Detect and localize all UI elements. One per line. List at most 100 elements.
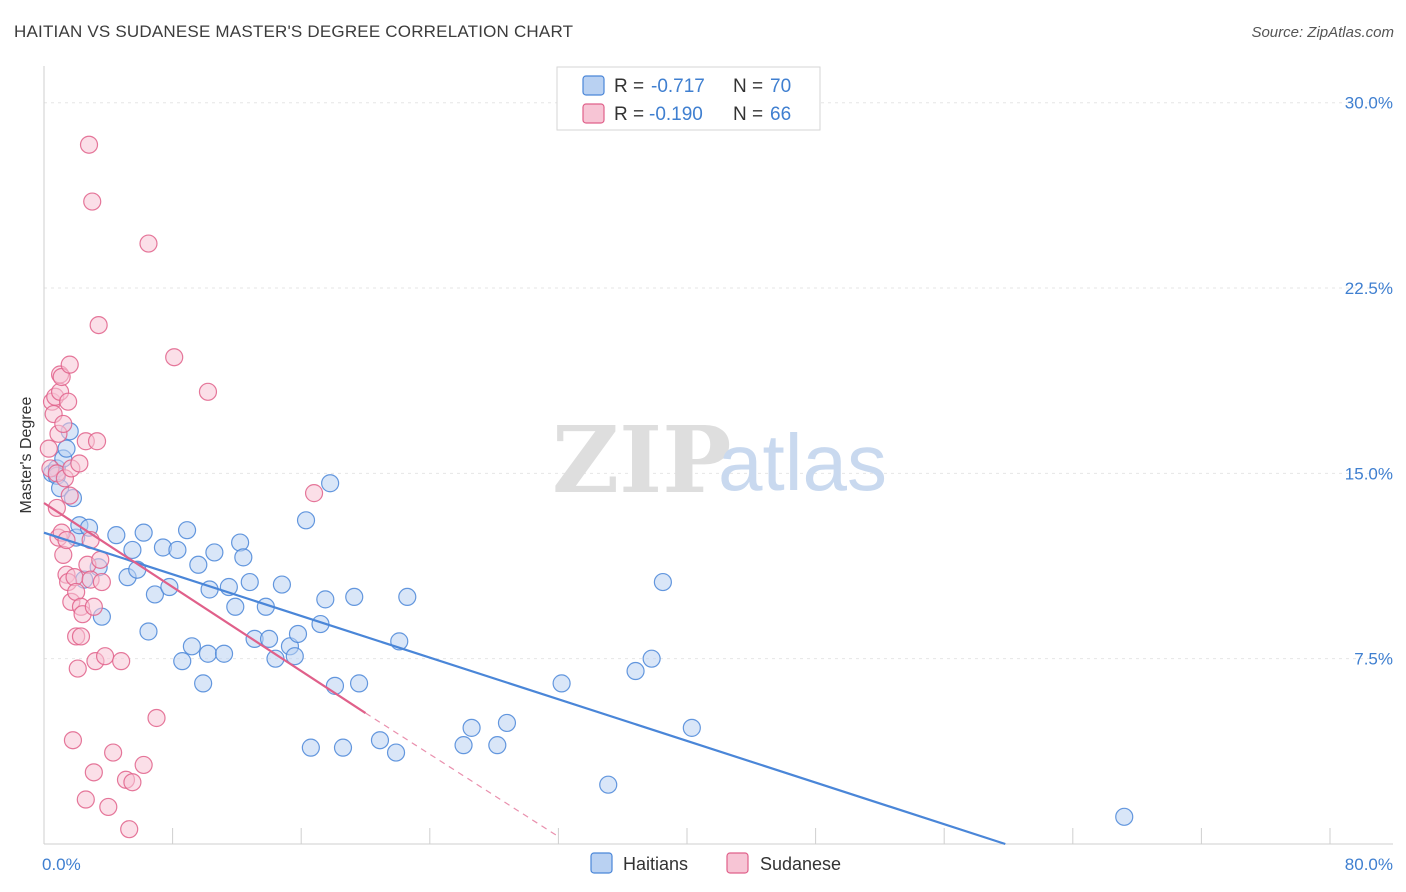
legend-haitians-label: Haitians [623,854,688,874]
series-sudanese [39,135,324,839]
haitians-point [231,533,250,552]
x-tick-label: 0.0% [42,855,81,874]
haitians-point [259,629,279,649]
watermark: ZIP atlas [552,406,887,514]
legend-sudanese-swatch [726,852,749,874]
haitians-r-label: R = [614,76,644,97]
sudanese-point [87,432,107,451]
sudanese-point [134,755,153,775]
haitians-point [198,644,218,663]
haitians-point [454,736,473,755]
haitians-trend-line [43,531,1006,846]
sudanese-point [123,773,142,792]
haitians-point [288,624,308,644]
sudanese-point [47,498,66,518]
haitians-point [139,622,158,641]
haitians-point [182,637,201,656]
stats-legend: R = -0.717 N = 70 R = -0.190 N = 66 [556,66,821,131]
sudanese-point [60,355,79,374]
sudanese-r-value: -0.190 [649,104,703,125]
haitians-point [462,718,481,737]
haitians-point [226,597,245,616]
haitians-point [333,738,353,757]
sudanese-point [39,439,58,458]
haitians-point [296,511,316,530]
sudanese-point [92,572,111,592]
haitians-point [1115,807,1134,826]
haitians-n-label: N = [733,76,763,97]
haitians-point [134,523,153,542]
sudanese-point [84,597,103,616]
haitians-swatch [582,75,605,96]
haitians-point [57,439,76,458]
haitians-point [107,526,126,545]
haitians-point [349,674,369,693]
y-tick-label: 7.5% [1354,650,1393,669]
y-tick-label: 22.5% [1345,279,1393,298]
legend-sudanese-label: Sudanese [760,854,841,874]
haitians-point [497,713,517,733]
haitians-point [173,652,192,671]
sudanese-swatch [582,103,605,124]
y-tick-label: 15.0% [1345,464,1393,483]
haitians-point [145,585,165,604]
haitians-point [316,590,335,609]
sudanese-point [63,731,83,750]
haitians-point [205,543,224,562]
sudanese-point [198,382,218,401]
haitians-point [653,572,672,592]
haitians-point [301,738,320,757]
sudanese-n-label: N = [733,104,763,125]
haitians-r-value: -0.717 [651,76,705,97]
haitians-point [177,521,197,540]
haitians-point [272,575,292,594]
haitians-point [345,587,364,607]
legend-haitians-swatch [590,852,613,874]
sudanese-point [95,647,115,666]
sudanese-point [112,652,131,671]
haitians-point [370,731,390,750]
source-credit: Source: ZipAtlas.com [1251,24,1394,41]
x-tick-labels: 0.0% 80.0% [42,855,1393,874]
sudanese-point [304,484,324,503]
sudanese-point [70,454,89,473]
haitians-point [194,674,213,693]
sudanese-point [83,192,102,211]
haitians-point [240,572,259,592]
sudanese-n-value: 66 [770,104,791,125]
sudanese-trend-extension [365,712,559,838]
sudanese-point [165,348,184,367]
series-legend: Haitians Sudanese [590,852,841,874]
sudanese-point [147,708,166,728]
sudanese-point [60,486,79,505]
x-tick-label: 80.0% [1345,855,1393,874]
sudanese-trend-line [43,502,367,714]
sudanese-point [59,392,78,411]
y-tick-label: 30.0% [1345,94,1393,113]
sudanese-point [120,820,139,839]
sudanese-point [68,659,87,678]
haitians-point [189,555,208,574]
watermark-zip: ZIP [552,406,731,514]
haitians-point [626,661,645,681]
haitians-point [488,736,507,755]
haitians-point [285,647,304,666]
haitians-point [123,540,142,560]
haitians-point [599,775,618,794]
trend-lines [43,502,1006,846]
sudanese-point [89,315,108,335]
haitians-point [398,587,417,607]
sudanese-point [99,797,118,817]
haitians-point [234,548,253,567]
sudanese-point [84,763,103,782]
haitians-point [168,540,187,560]
haitians-point [214,644,234,663]
sudanese-point [54,414,73,434]
y-tick-labels: 7.5% 15.0% 22.5% 30.0% [1345,94,1393,669]
haitians-point [321,474,340,493]
sudanese-r-label: R = [614,104,644,125]
sudanese-point [79,135,99,154]
haitians-point [642,649,661,668]
haitians-point [682,718,701,737]
